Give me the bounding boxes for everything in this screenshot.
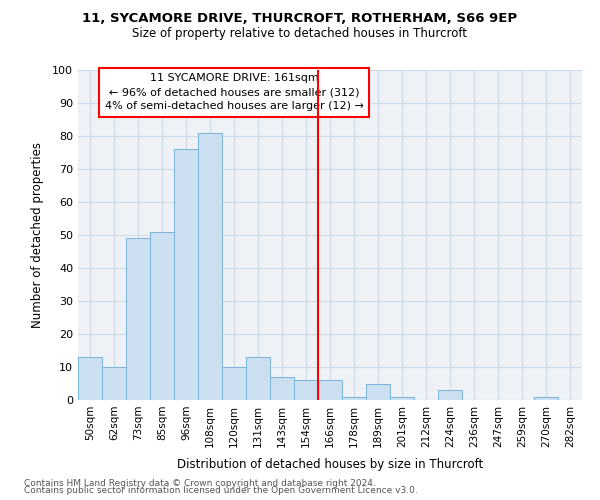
Bar (102, 367, 126, 400)
Bar (78, 357, 102, 400)
Bar (126, 238, 150, 400)
X-axis label: Distribution of detached houses by size in Thurcroft: Distribution of detached houses by size … (177, 458, 483, 471)
Bar (270, 377, 294, 400)
Bar (150, 232, 174, 400)
Text: Size of property relative to detached houses in Thurcroft: Size of property relative to detached ho… (133, 28, 467, 40)
Bar (438, 390, 462, 400)
Bar (294, 380, 318, 400)
Bar (366, 384, 390, 400)
Bar (174, 149, 198, 400)
Text: 11 SYCAMORE DRIVE: 161sqm
← 96% of detached houses are smaller (312)
4% of semi-: 11 SYCAMORE DRIVE: 161sqm ← 96% of detac… (105, 74, 364, 112)
Bar (246, 357, 270, 400)
Bar (390, 396, 414, 400)
Text: Contains HM Land Registry data © Crown copyright and database right 2024.: Contains HM Land Registry data © Crown c… (24, 478, 376, 488)
Y-axis label: Number of detached properties: Number of detached properties (31, 142, 44, 328)
Bar (198, 132, 222, 400)
Text: Contains public sector information licensed under the Open Government Licence v3: Contains public sector information licen… (24, 486, 418, 495)
Text: 11, SYCAMORE DRIVE, THURCROFT, ROTHERHAM, S66 9EP: 11, SYCAMORE DRIVE, THURCROFT, ROTHERHAM… (82, 12, 518, 26)
Bar (318, 380, 342, 400)
Bar (222, 367, 246, 400)
Bar (534, 396, 558, 400)
Bar (342, 396, 366, 400)
